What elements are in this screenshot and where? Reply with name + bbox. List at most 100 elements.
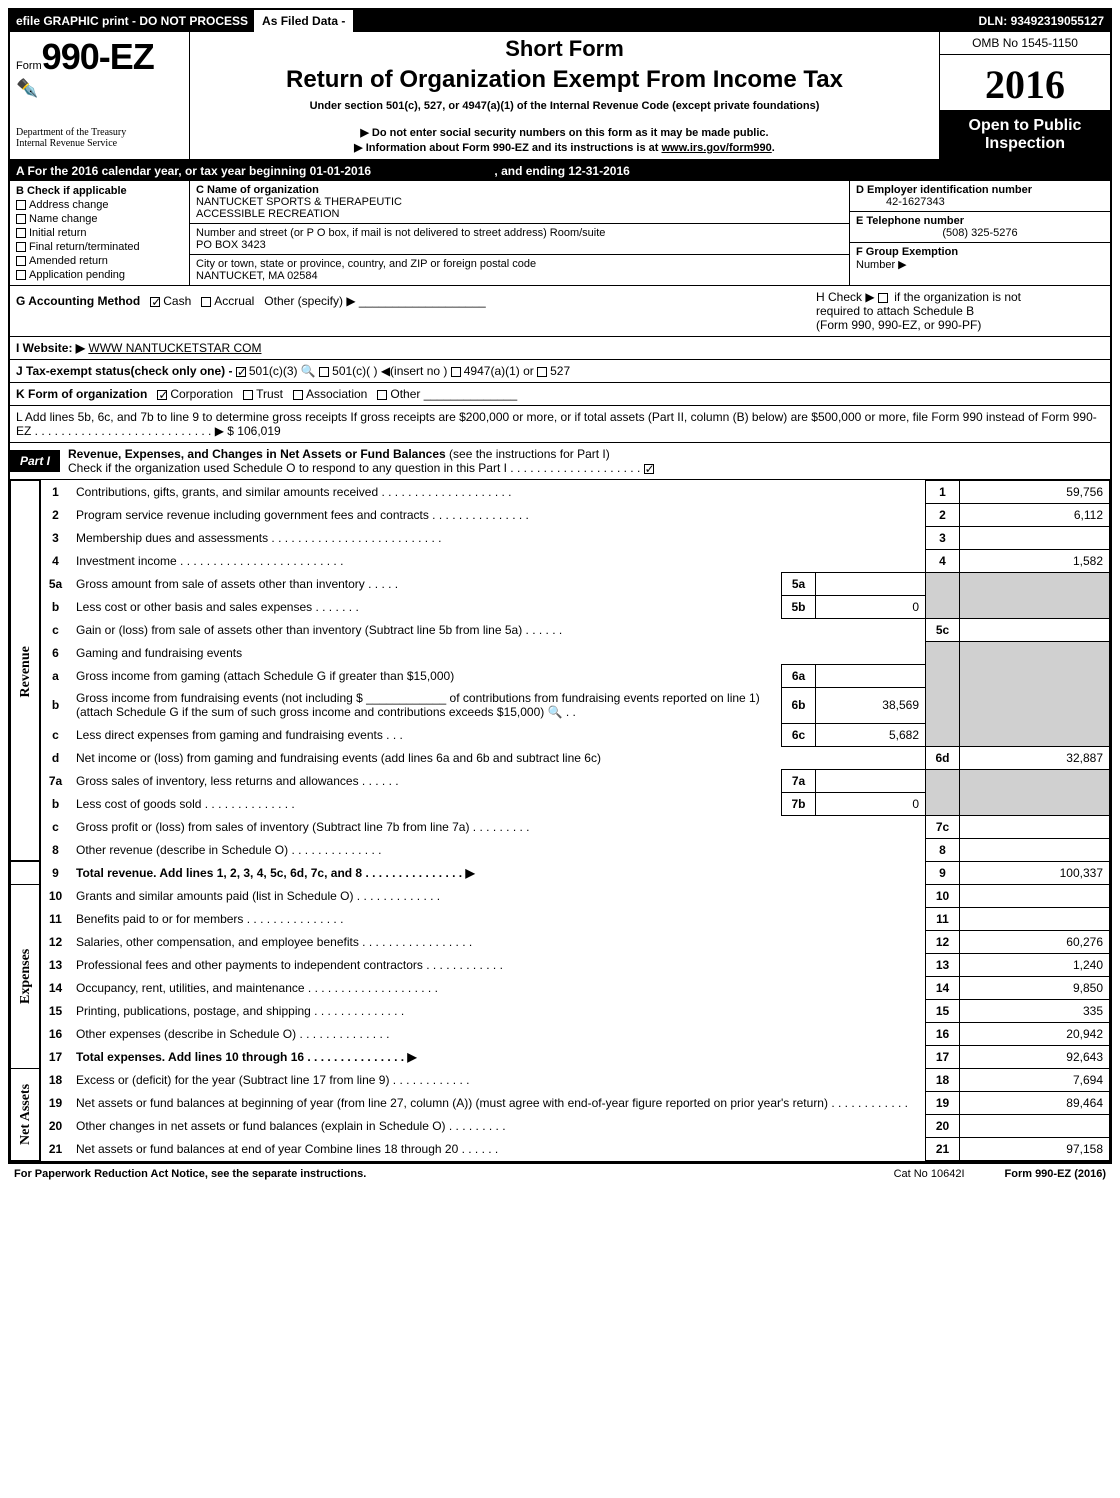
line-18-amt: 7,694 [960, 1068, 1110, 1091]
f-label: F Group Exemption [856, 246, 958, 258]
line-7a-midamt [816, 769, 926, 792]
chk-address-change[interactable]: Address change [16, 199, 183, 211]
block-bcdef: B Check if applicable Address change Nam… [10, 181, 1110, 286]
line-6c-num: c [40, 723, 70, 746]
line-2-num: 2 [40, 504, 70, 527]
note-info-pre: ▶ Information about Form 990-EZ and its … [354, 142, 661, 154]
chk-corp[interactable] [157, 390, 167, 400]
org-address: PO BOX 3423 [196, 239, 266, 251]
line-5a-midbox: 5a [782, 573, 816, 596]
line-3-box: 3 [926, 527, 960, 550]
line-6c-midamt: 5,682 [816, 723, 926, 746]
under-section: Under section 501(c), 527, or 4947(a)(1)… [200, 100, 929, 112]
line-6d-amt: 32,887 [960, 746, 1110, 769]
j-label: J Tax-exempt status(check only one) - [16, 364, 236, 378]
footer: For Paperwork Reduction Act Notice, see … [8, 1163, 1112, 1184]
row-gh: G Accounting Method Cash Accrual Other (… [10, 286, 1110, 337]
footer-cat: Cat No 10642I [894, 1168, 965, 1180]
line-15-amt: 335 [960, 999, 1110, 1022]
chk-final-return[interactable]: Final return/terminated [16, 241, 183, 253]
line-4-box: 4 [926, 550, 960, 573]
line-20-desc: Other changes in net assets or fund bala… [70, 1114, 926, 1137]
line-15-num: 15 [40, 999, 70, 1022]
chk-trust[interactable] [243, 390, 253, 400]
note-info-link[interactable]: www.irs.gov/form990 [662, 142, 772, 154]
chk-assoc[interactable] [293, 390, 303, 400]
chk-other[interactable] [377, 390, 387, 400]
h-text1: H Check ▶ [816, 290, 878, 304]
form-container: efile GRAPHIC print - DO NOT PROCESS As … [8, 8, 1112, 1163]
line-20-box: 20 [926, 1114, 960, 1137]
line-16-box: 16 [926, 1022, 960, 1045]
line-6b-midamt: 38,569 [816, 687, 926, 723]
line-5c-desc: Gain or (loss) from sale of assets other… [70, 619, 926, 642]
line-15-box: 15 [926, 999, 960, 1022]
line-14-amt: 9,850 [960, 976, 1110, 999]
line-19-num: 19 [40, 1091, 70, 1114]
c-city: City or town, state or province, country… [190, 255, 849, 285]
chk-501c[interactable] [319, 367, 329, 377]
line-19-desc: Net assets or fund balances at beginning… [70, 1091, 926, 1114]
line-20-amt [960, 1114, 1110, 1137]
part-1-check: Check if the organization used Schedule … [68, 461, 644, 475]
line-14-box: 14 [926, 976, 960, 999]
line-5-greyamt [960, 573, 1110, 619]
line-1-amt: 59,756 [960, 481, 1110, 504]
chk-501c3[interactable] [236, 367, 246, 377]
line-9-desc: Total revenue. Add lines 1, 2, 3, 4, 5c,… [70, 861, 926, 884]
line-7-greyamt [960, 769, 1110, 815]
line-2-amt: 6,112 [960, 504, 1110, 527]
line-3-num: 3 [40, 527, 70, 550]
part-1-title: Revenue, Expenses, and Changes in Net As… [60, 443, 665, 479]
line-6c-desc: Less direct expenses from gaming and fun… [70, 723, 782, 746]
line-21-num: 21 [40, 1137, 70, 1160]
c-city-label: City or town, state or province, country… [196, 258, 536, 270]
chk-name-change[interactable]: Name change [16, 213, 183, 225]
sidelabel-expenses: Expenses [11, 884, 41, 1068]
k-corp: Corporation [170, 387, 233, 401]
chk-application-pending[interactable]: Application pending [16, 269, 183, 281]
line-5c-box: 5c [926, 619, 960, 642]
line-6a-midbox: 6a [782, 664, 816, 687]
website-value[interactable]: WWW NANTUCKETSTAR COM [88, 341, 261, 355]
line-6d-num: d [40, 746, 70, 769]
chk-initial-return[interactable]: Initial return [16, 227, 183, 239]
efile-label: efile GRAPHIC print - DO NOT PROCESS [10, 10, 256, 32]
line-14-desc: Occupancy, rent, utilities, and maintena… [70, 976, 926, 999]
line-6d-box: 6d [926, 746, 960, 769]
sidelabel-revenue-end [11, 861, 41, 884]
footer-notice: For Paperwork Reduction Act Notice, see … [14, 1168, 366, 1180]
line-5-greybox [926, 573, 960, 619]
l-amount: 106,019 [237, 424, 280, 438]
line-1-num: 1 [40, 481, 70, 504]
line-17-desc: Total expenses. Add lines 10 through 16 … [70, 1045, 926, 1068]
chk-accrual[interactable] [201, 297, 211, 307]
chk-527[interactable] [537, 367, 547, 377]
line-21-amt: 97,158 [960, 1137, 1110, 1160]
line-2-box: 2 [926, 504, 960, 527]
line-11-amt [960, 907, 1110, 930]
chk-amended-return[interactable]: Amended return [16, 255, 183, 267]
row-l: L Add lines 5b, 6c, and 7b to line 9 to … [10, 406, 1110, 443]
org-name-2: ACCESSIBLE RECREATION [196, 208, 339, 220]
line-1-desc: Contributions, gifts, grants, and simila… [70, 481, 926, 504]
chk-cash[interactable] [150, 297, 160, 307]
line-7c-box: 7c [926, 815, 960, 838]
row-i: I Website: ▶ WWW NANTUCKETSTAR COM [10, 337, 1110, 360]
line-8-num: 8 [40, 838, 70, 861]
row-a-label: A For the 2016 calendar year, or tax yea… [16, 164, 371, 178]
lines-table: Revenue 1 Contributions, gifts, grants, … [10, 480, 1110, 1161]
section-c: C Name of organization NANTUCKET SPORTS … [190, 181, 850, 285]
chk-h[interactable] [878, 293, 888, 303]
line-16-amt: 20,942 [960, 1022, 1110, 1045]
line-18-box: 18 [926, 1068, 960, 1091]
line-11-desc: Benefits paid to or for members . . . . … [70, 907, 926, 930]
line-6b-midbox: 6b [782, 687, 816, 723]
line-9-box: 9 [926, 861, 960, 884]
line-18-num: 18 [40, 1068, 70, 1091]
line-7a-midbox: 7a [782, 769, 816, 792]
open-to-public: Open to Public Inspection [940, 111, 1110, 159]
c-name: C Name of organization NANTUCKET SPORTS … [190, 181, 849, 224]
chk-part1-schedo[interactable] [644, 464, 654, 474]
chk-4947[interactable] [451, 367, 461, 377]
